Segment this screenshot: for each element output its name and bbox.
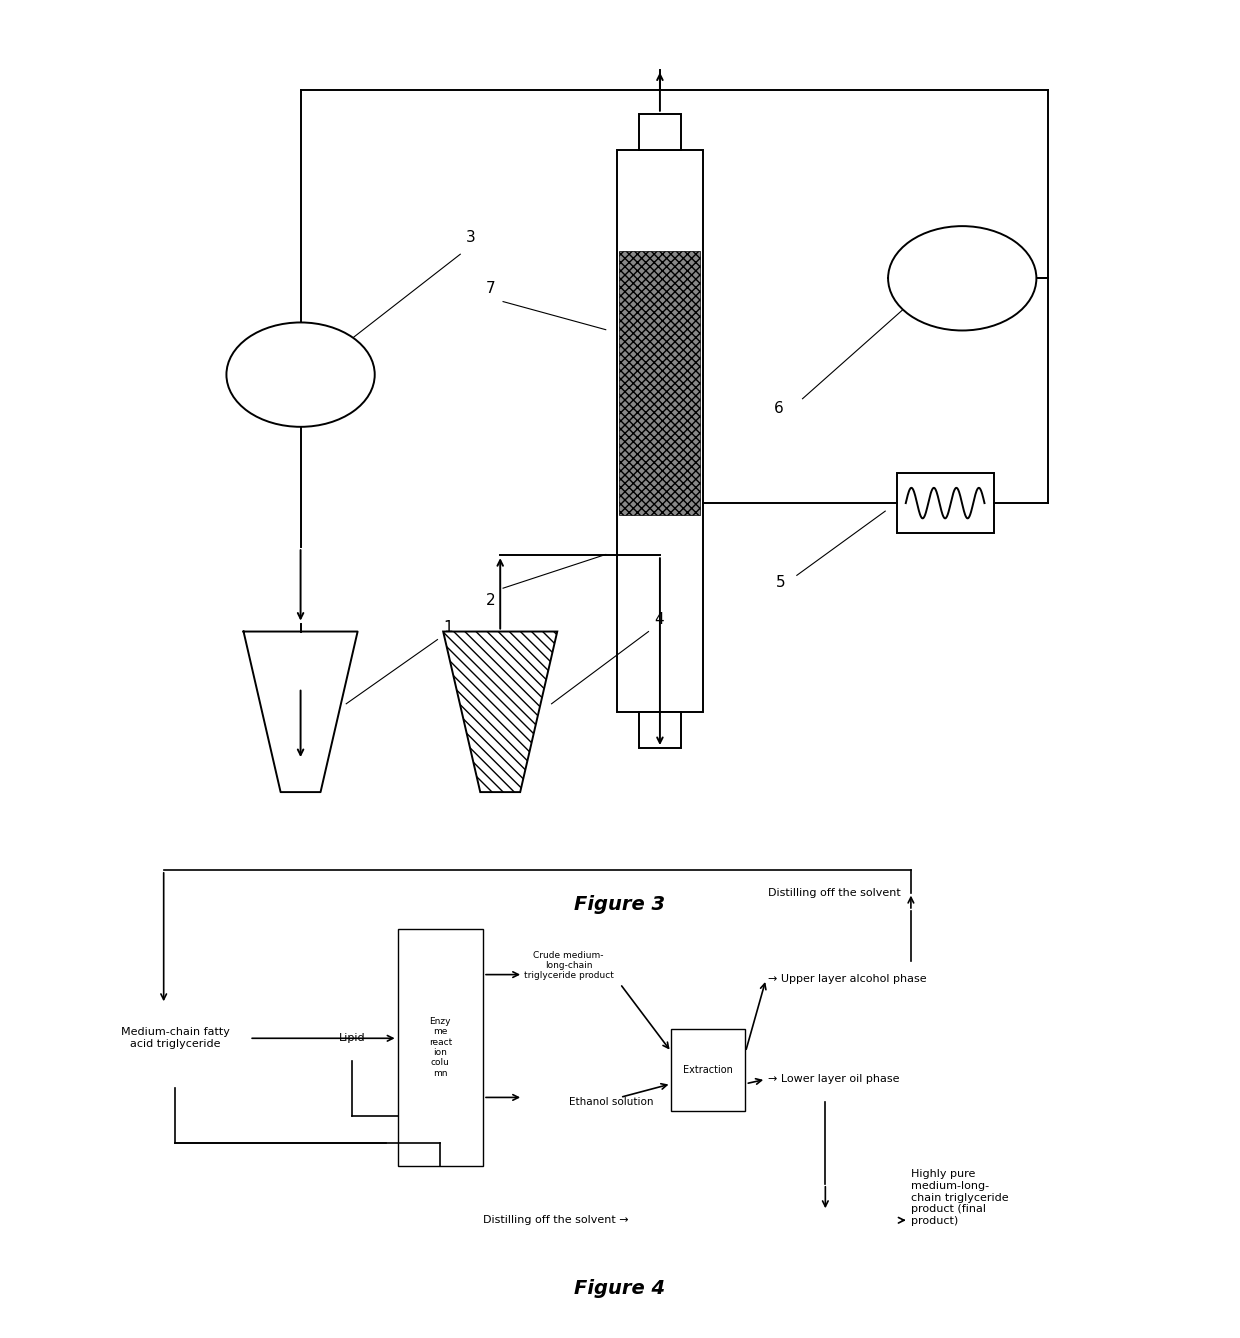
Text: Crude medium-
long-chain
triglyceride product: Crude medium- long-chain triglyceride pr…: [523, 950, 614, 981]
Text: Distilling off the solvent: Distilling off the solvent: [769, 887, 901, 898]
Text: → Lower layer oil phase: → Lower layer oil phase: [769, 1074, 900, 1084]
Text: 2: 2: [486, 593, 496, 607]
Text: Medium-chain fatty
acid triglyceride: Medium-chain fatty acid triglyceride: [120, 1028, 229, 1049]
FancyBboxPatch shape: [639, 114, 681, 150]
FancyBboxPatch shape: [639, 712, 681, 748]
Text: P2: P2: [947, 269, 977, 288]
Text: 4: 4: [655, 611, 663, 626]
FancyBboxPatch shape: [897, 472, 993, 533]
Text: Enzy
me
react
ion
colu
mn: Enzy me react ion colu mn: [429, 1017, 451, 1078]
Text: P1: P1: [285, 365, 315, 384]
FancyBboxPatch shape: [618, 150, 703, 712]
Text: 7: 7: [486, 281, 496, 296]
Text: 6: 6: [774, 401, 784, 416]
Text: Figure 3: Figure 3: [574, 895, 666, 914]
Text: 3: 3: [466, 230, 476, 245]
Text: Lipid: Lipid: [339, 1033, 366, 1044]
Text: 5: 5: [776, 575, 786, 590]
Text: Highly pure
medium-long-
chain triglyceride
product (final
product): Highly pure medium-long- chain triglycer…: [911, 1169, 1008, 1226]
Text: Extraction: Extraction: [683, 1065, 733, 1076]
Text: → Upper layer alcohol phase: → Upper layer alcohol phase: [769, 974, 928, 985]
FancyBboxPatch shape: [398, 929, 484, 1165]
Text: Figure 4: Figure 4: [574, 1279, 666, 1298]
Text: 1: 1: [443, 619, 453, 634]
FancyBboxPatch shape: [620, 252, 701, 515]
Text: Ethanol solution: Ethanol solution: [569, 1097, 653, 1107]
Circle shape: [888, 226, 1037, 330]
Circle shape: [227, 322, 374, 427]
Text: Distilling off the solvent →: Distilling off the solvent →: [484, 1215, 629, 1226]
FancyBboxPatch shape: [671, 1029, 745, 1111]
